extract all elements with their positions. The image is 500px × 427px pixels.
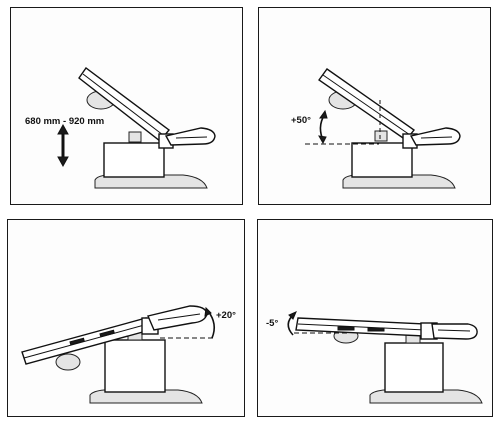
head-section <box>147 305 208 331</box>
arrow-down-icon <box>57 156 69 168</box>
table-column <box>103 142 165 178</box>
angle-label: +50° <box>291 115 311 126</box>
column-joint <box>374 130 388 142</box>
leg-section <box>164 127 216 146</box>
rotation-arrow <box>207 310 216 339</box>
table-height-illustration: 680 mm - 920 mm <box>25 67 216 189</box>
leg-section <box>409 127 461 146</box>
backrest-tilt-illustration: +50° <box>291 68 461 189</box>
height-label: 680 mm - 920 mm <box>25 116 104 127</box>
panel-backrest-tilt: +50° <box>258 7 491 205</box>
panel-tilt-positive: +20° <box>7 219 245 417</box>
rail-clamp <box>99 329 115 338</box>
panel-height-adjustment: 680 mm - 920 mm <box>10 7 243 205</box>
tilt-positive-illustration: +20° <box>21 305 236 404</box>
arrow-up-icon <box>57 123 69 135</box>
table-column <box>104 339 166 393</box>
angle-label: +20° <box>216 310 236 321</box>
angle-label: -5° <box>266 318 278 329</box>
rail-clamp <box>337 326 355 331</box>
arrow-up-icon <box>288 311 297 320</box>
support-wheel <box>55 353 81 371</box>
arrow-down-icon <box>318 135 327 145</box>
rail-clamp <box>69 337 85 346</box>
tilt-negative-illustration: -5° <box>266 311 483 404</box>
table-column <box>384 342 444 393</box>
head-section <box>431 323 478 340</box>
panel-tilt-negative: -5° <box>257 219 493 417</box>
rail-clamp <box>367 327 385 332</box>
arrow-up-icon <box>204 306 212 317</box>
arrow-up-icon <box>319 109 328 119</box>
table-column <box>351 142 413 178</box>
column-joint <box>128 131 142 143</box>
